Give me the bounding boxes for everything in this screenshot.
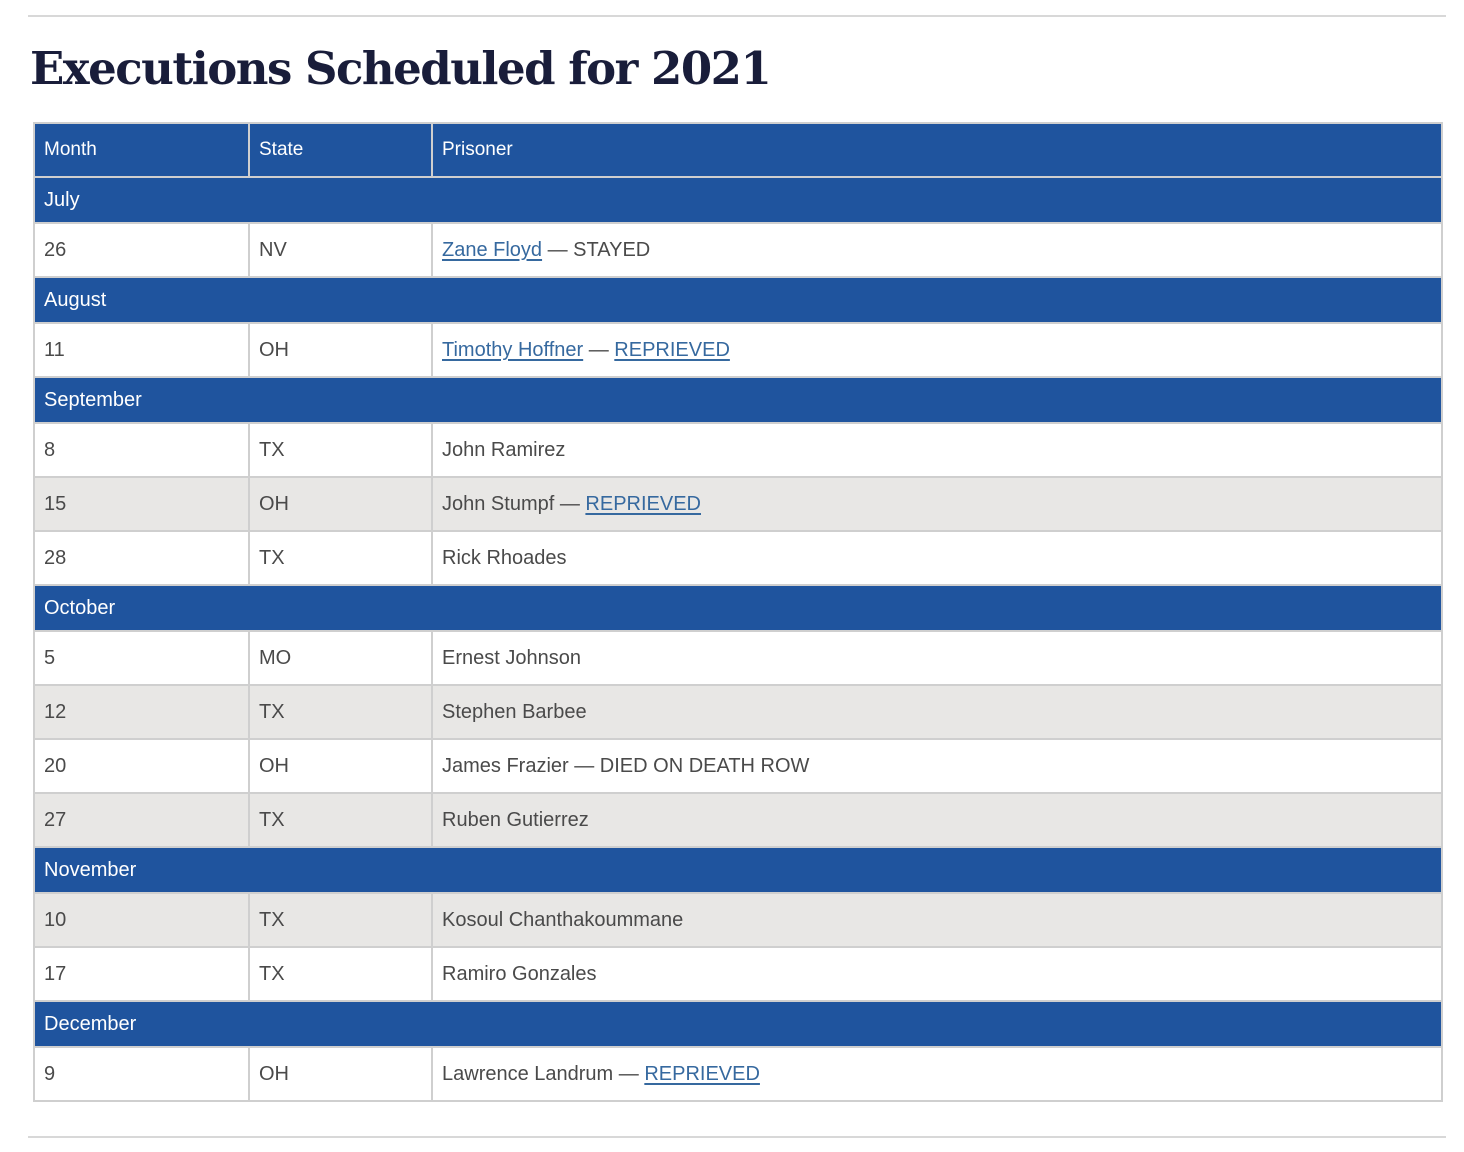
state-cell: OH — [248, 738, 433, 794]
table-row: 11 OH Timothy Hoffner — REPRIEVED — [33, 322, 1443, 378]
day-cell: 9 — [33, 1046, 250, 1102]
prisoner-cell: Kosoul Chanthakoummane — [431, 892, 1443, 948]
page-title: Executions Scheduled for 2021 — [30, 42, 772, 95]
month-section-row: December — [33, 1000, 1443, 1048]
state-cell: TX — [248, 946, 433, 1002]
state-cell: TX — [248, 792, 433, 848]
prisoner-text: James Frazier — DIED ON DEATH ROW — [442, 755, 810, 777]
state-cell: TX — [248, 422, 433, 478]
table-row: 5 MO Ernest Johnson — [33, 630, 1443, 686]
day-cell: 11 — [33, 322, 250, 378]
state-cell: TX — [248, 530, 433, 586]
day-cell: 26 — [33, 222, 250, 278]
table-row: 10 TX Kosoul Chanthakoummane — [33, 892, 1443, 948]
day-cell: 8 — [33, 422, 250, 478]
day-cell: 10 — [33, 892, 250, 948]
prisoner-cell: Timothy Hoffner — REPRIEVED — [431, 322, 1443, 378]
prisoner-text: John Stumpf — — [442, 493, 586, 515]
day-cell: 27 — [33, 792, 250, 848]
month-section-row: September — [33, 376, 1443, 424]
day-cell: 5 — [33, 630, 250, 686]
day-cell: 17 — [33, 946, 250, 1002]
state-cell: NV — [248, 222, 433, 278]
prisoner-cell: Stephen Barbee — [431, 684, 1443, 740]
prisoner-cell: Ramiro Gonzales — [431, 946, 1443, 1002]
table-row: 20 OH James Frazier — DIED ON DEATH ROW — [33, 738, 1443, 794]
month-section-row: August — [33, 276, 1443, 324]
column-header-state: State — [248, 122, 433, 178]
month-label: September — [33, 376, 1443, 424]
prisoner-cell: Ruben Gutierrez — [431, 792, 1443, 848]
prisoner-text: Stephen Barbee — [442, 701, 587, 723]
state-cell: TX — [248, 892, 433, 948]
day-cell: 28 — [33, 530, 250, 586]
table-row: 9 OH Lawrence Landrum — REPRIEVED — [33, 1046, 1443, 1102]
month-label: August — [33, 276, 1443, 324]
month-label: November — [33, 846, 1443, 894]
prisoner-cell: Lawrence Landrum — REPRIEVED — [431, 1046, 1443, 1102]
day-cell: 12 — [33, 684, 250, 740]
prisoner-text: Kosoul Chanthakoummane — [442, 909, 684, 931]
column-header-prisoner: Prisoner — [431, 122, 1443, 178]
state-cell: OH — [248, 1046, 433, 1102]
prisoner-text: Ruben Gutierrez — [442, 809, 589, 831]
month-label: December — [33, 1000, 1443, 1048]
prisoner-link[interactable]: REPRIEVED — [585, 493, 701, 515]
bottom-divider — [28, 1136, 1446, 1138]
state-cell: OH — [248, 476, 433, 532]
table-row: 28 TX Rick Rhoades — [33, 530, 1443, 586]
prisoner-cell: John Ramirez — [431, 422, 1443, 478]
prisoner-text: Lawrence Landrum — — [442, 1063, 645, 1085]
day-cell: 20 — [33, 738, 250, 794]
table-row: 12 TX Stephen Barbee — [33, 684, 1443, 740]
prisoner-text: Ernest Johnson — [442, 647, 581, 669]
prisoner-cell: Zane Floyd — STAYED — [431, 222, 1443, 278]
day-cell: 15 — [33, 476, 250, 532]
month-label: October — [33, 584, 1443, 632]
prisoner-cell: Rick Rhoades — [431, 530, 1443, 586]
table-body: July 26 NV Zane Floyd — STAYED August 11 OH Tim… — [33, 176, 1443, 1102]
executions-table: Month State Prisoner July 26 NV Zane Floyd … — [33, 122, 1443, 1102]
prisoner-text: — — [583, 339, 615, 361]
prisoner-cell: John Stumpf — REPRIEVED — [431, 476, 1443, 532]
month-section-row: July — [33, 176, 1443, 224]
column-header-month: Month — [33, 122, 250, 178]
top-divider — [28, 15, 1446, 17]
column-header-row: Month State Prisoner — [33, 122, 1443, 178]
prisoner-link[interactable]: REPRIEVED — [614, 339, 730, 361]
prisoner-cell: James Frazier — DIED ON DEATH ROW — [431, 738, 1443, 794]
month-section-row: November — [33, 846, 1443, 894]
table-row: 8 TX John Ramirez — [33, 422, 1443, 478]
month-label: July — [33, 176, 1443, 224]
prisoner-cell: Ernest Johnson — [431, 630, 1443, 686]
table-row: 27 TX Ruben Gutierrez — [33, 792, 1443, 848]
table-row: 26 NV Zane Floyd — STAYED — [33, 222, 1443, 278]
prisoner-link[interactable]: REPRIEVED — [644, 1063, 760, 1085]
prisoner-text: Ramiro Gonzales — [442, 963, 597, 985]
executions-table-wrap: Month State Prisoner July 26 NV Zane Floyd … — [33, 122, 1443, 1102]
table-row: 17 TX Ramiro Gonzales — [33, 946, 1443, 1002]
prisoner-text: John Ramirez — [442, 439, 566, 461]
state-cell: TX — [248, 684, 433, 740]
month-section-row: October — [33, 584, 1443, 632]
state-cell: MO — [248, 630, 433, 686]
state-cell: OH — [248, 322, 433, 378]
table-row: 15 OH John Stumpf — REPRIEVED — [33, 476, 1443, 532]
prisoner-text: — STAYED — [542, 239, 651, 261]
prisoner-link[interactable]: Zane Floyd — [442, 239, 543, 261]
prisoner-link[interactable]: Timothy Hoffner — [442, 339, 584, 361]
prisoner-text: Rick Rhoades — [442, 547, 567, 569]
